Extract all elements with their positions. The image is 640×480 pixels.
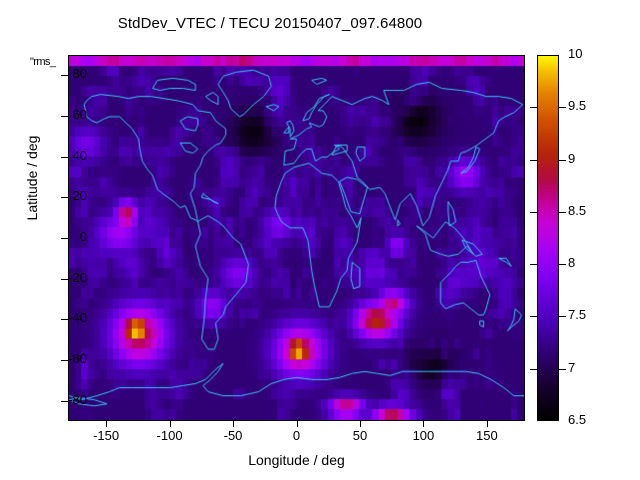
y-tick-mark	[61, 197, 68, 199]
x-tick-label: -150	[93, 428, 120, 443]
y-tick-label: -20	[68, 269, 87, 285]
y-tick-label: 60	[72, 107, 87, 122]
colorbar	[537, 55, 559, 421]
stray-key-label: "rms_	[30, 56, 56, 68]
y-tick-label: -80	[68, 391, 87, 407]
colorbar-tick-mark-left	[530, 107, 537, 109]
x-tick-label: 100	[412, 428, 435, 443]
x-tick-label: -50	[223, 428, 243, 443]
x-tick-label: 150	[476, 428, 498, 443]
coastline-overlay	[69, 56, 524, 420]
colorbar-tick-mark	[559, 368, 566, 370]
y-tick-mark	[61, 116, 68, 117]
x-tick-mark	[106, 421, 108, 427]
y-axis-label: Latitude / deg	[24, 135, 40, 221]
y-tick-mark	[61, 278, 68, 280]
map-plot-area	[68, 55, 525, 421]
colorbar-tick-mark	[559, 159, 566, 161]
colorbar-tick-mark-left	[530, 264, 537, 266]
x-tick-mark	[296, 421, 298, 427]
colorbar-tick-mark	[559, 107, 566, 109]
x-tick-label: 50	[352, 428, 368, 443]
x-axis-label: Longitude / deg	[248, 452, 345, 468]
colorbar-tick-mark-left	[530, 211, 537, 213]
x-tick-mark	[486, 421, 488, 427]
y-tick-mark	[61, 156, 68, 158]
y-tick-mark	[61, 319, 68, 321]
colorbar-tick-label: 9.5	[568, 98, 587, 114]
y-tick-mark	[61, 400, 68, 402]
colorbar-tick-mark-left	[530, 368, 537, 370]
colorbar-tick-label: 7	[568, 359, 576, 375]
x-tick-mark	[169, 421, 171, 427]
y-tick-label: 80	[72, 66, 87, 82]
y-tick-label: -40	[68, 310, 87, 326]
x-tick-mark	[359, 421, 361, 427]
y-tick-label: 20	[72, 188, 87, 204]
y-tick-label: -60	[68, 351, 87, 366]
colorbar-tick-mark	[559, 316, 566, 318]
colorbar-tick-mark-left	[530, 159, 537, 161]
x-tick-label: 0	[292, 428, 301, 443]
colorbar-tick-label: 9	[568, 150, 576, 166]
y-tick-mark	[61, 360, 68, 361]
page-title: StdDev_VTEC / TECU 20150407_097.64800	[117, 15, 423, 32]
x-tick-label: -100	[156, 428, 183, 443]
colorbar-tick-mark	[559, 264, 566, 266]
colorbar-tick-label: 6.5	[568, 412, 587, 427]
y-tick-label: 0	[79, 229, 87, 244]
colorbar-tick-mark-left	[530, 316, 537, 318]
colorbar-tick-label: 7.5	[568, 307, 587, 323]
y-tick-mark	[61, 75, 68, 77]
y-tick-label: 40	[72, 147, 87, 163]
x-tick-mark	[423, 421, 425, 427]
y-tick-mark	[61, 238, 68, 239]
x-tick-mark	[233, 421, 235, 427]
colorbar-gradient	[538, 56, 558, 420]
colorbar-tick-label: 10	[568, 46, 583, 61]
colorbar-tick-label: 8	[568, 255, 576, 271]
colorbar-tick-label: 8.5	[568, 202, 587, 218]
colorbar-tick-mark	[559, 211, 566, 213]
